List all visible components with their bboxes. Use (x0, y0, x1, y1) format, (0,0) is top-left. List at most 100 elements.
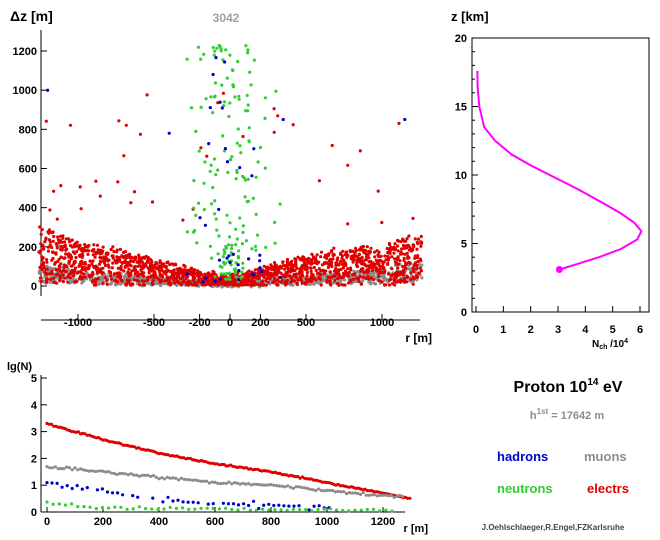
ldf-muon-point (135, 473, 139, 477)
electron-point (399, 240, 403, 244)
electron-point (52, 234, 56, 239)
electron-point (96, 277, 100, 281)
ldf-hadron-point (191, 500, 195, 504)
electron-point (46, 245, 51, 249)
ldf-hadron-point (80, 487, 84, 491)
electron-point (285, 261, 290, 266)
electron-point (261, 283, 265, 287)
electron-point (273, 279, 277, 283)
neutron-point (231, 85, 235, 89)
hadron-point (220, 106, 224, 110)
electron-point (80, 252, 84, 256)
electron-point (405, 275, 410, 279)
ldf-muon-point (59, 467, 63, 471)
muon-point (118, 282, 122, 286)
ldf-muon-point (291, 486, 295, 490)
ldf-electron-point (96, 436, 101, 440)
electron-point (236, 283, 240, 287)
electron-point (403, 252, 407, 256)
electron-point (78, 274, 83, 278)
neutron-point (217, 43, 221, 48)
electron-point (209, 279, 213, 283)
electron-point (415, 247, 419, 251)
electron-point (326, 275, 330, 279)
legend-muons: muons (584, 449, 627, 464)
ldf-electron-point (47, 422, 51, 426)
ldf-muon-point (163, 477, 167, 481)
electron-point (52, 276, 56, 280)
legend-electrs: electrs (587, 481, 629, 496)
electron-point (303, 264, 307, 268)
hadron-point (217, 258, 222, 262)
ldf-neutron-point (334, 508, 339, 512)
electron-point (412, 277, 416, 281)
electron-point (233, 283, 238, 287)
electron-point (158, 259, 162, 263)
electron-point (133, 255, 138, 259)
ldf-muon-point (67, 466, 71, 470)
ldf-muon-point (126, 473, 130, 477)
ldf-muon-point (314, 488, 318, 493)
hadron-point (225, 160, 230, 164)
electron-point (273, 270, 277, 274)
neutron-point (224, 48, 228, 52)
electron-point (62, 256, 66, 260)
hadron-point (259, 269, 264, 274)
electron-point (40, 255, 44, 259)
electron-point (413, 256, 417, 260)
ldf-neutron-point (168, 505, 172, 509)
first-interaction-height: h1st = 17642 m (530, 407, 604, 422)
ldf-muon-point (398, 493, 402, 497)
ldf-hadron-point (262, 503, 266, 507)
electron-point (266, 271, 270, 275)
electron-point (416, 259, 420, 264)
electron-point (120, 261, 124, 265)
electron-point (411, 268, 415, 272)
electron-point (339, 267, 343, 271)
ldf-muon-point (305, 486, 309, 490)
ldf-muon-point (311, 488, 315, 492)
electron-point (146, 257, 150, 261)
profile-xtick-label: 6 (637, 324, 643, 336)
electron-point (317, 267, 321, 271)
electron-point (147, 271, 151, 275)
hadron-point (223, 60, 227, 64)
electron-point (295, 266, 299, 270)
ldf-muon-point (350, 491, 354, 495)
muon-point (368, 280, 373, 284)
hadron-point (207, 142, 211, 146)
electron-point (325, 280, 329, 284)
electron-point (347, 270, 351, 274)
electron-point (208, 274, 212, 278)
electron-point (96, 271, 100, 275)
electron-point (411, 243, 415, 247)
ldf-hadron-point (65, 484, 69, 488)
electron-point (61, 236, 65, 240)
electron-point (393, 257, 397, 261)
electron-point (300, 281, 304, 285)
electron-point (86, 245, 90, 249)
neutron-point (221, 260, 226, 264)
electron-point (409, 271, 413, 275)
electron-point (419, 234, 423, 239)
ldf-ytick-label: 0 (31, 507, 37, 519)
electron-point (306, 280, 310, 284)
electron-point (385, 246, 389, 251)
electron-point (327, 252, 331, 256)
electron-point (148, 266, 152, 270)
electron-point (342, 258, 346, 262)
electron-point (364, 276, 369, 280)
ldf-hadron-point (252, 499, 256, 503)
muon-point (374, 282, 378, 286)
ldf-neutron-point (365, 507, 369, 511)
ldf-muon-point (160, 476, 164, 480)
electron-point (124, 254, 128, 258)
electron-point (319, 250, 324, 254)
ldf-muon-point (395, 494, 399, 498)
neutron-point (240, 242, 244, 246)
profile-ylabel: z [km] (451, 9, 489, 24)
ldf-neutron-point (137, 505, 141, 509)
electron-point (144, 254, 148, 258)
electron-point (387, 241, 391, 246)
neutron-point (247, 126, 251, 130)
